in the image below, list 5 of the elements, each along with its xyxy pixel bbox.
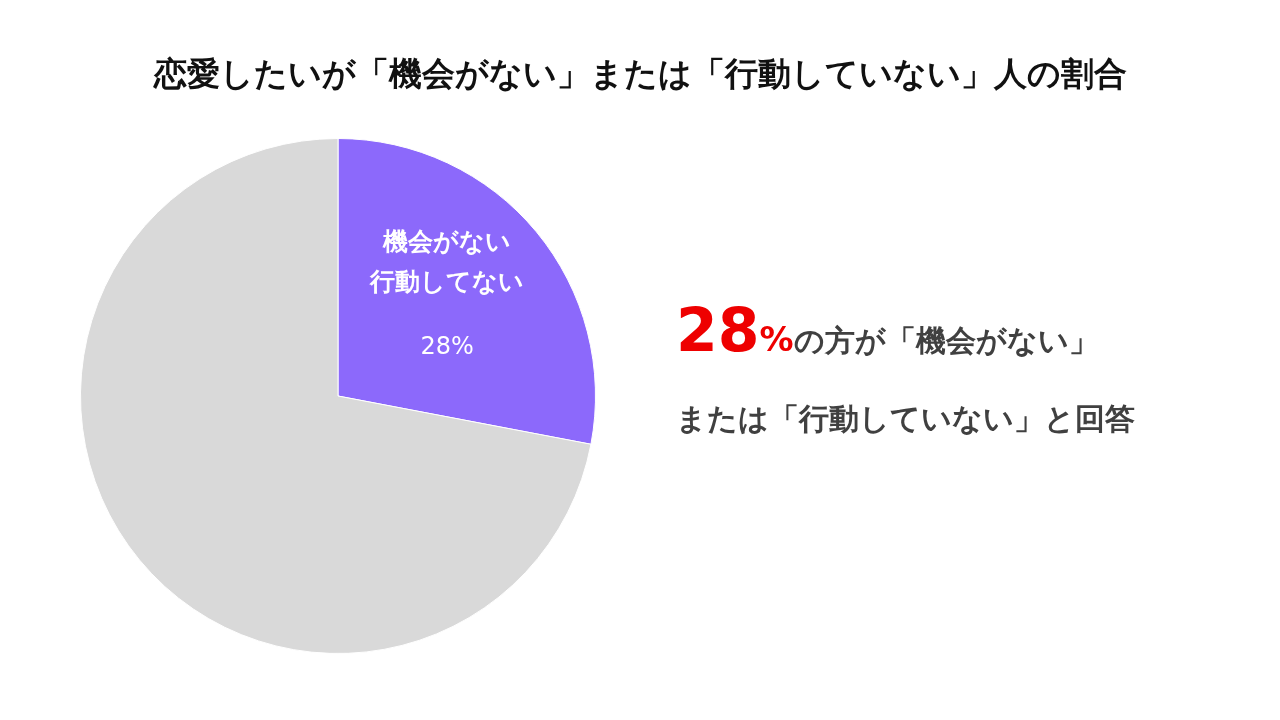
text: 28%の方が「機会がない」 xyxy=(676,295,1099,365)
text: または「行動していない」と回答 xyxy=(676,400,1135,438)
chart-title: 恋愛したいが「機会がない」または「行動していない」人の割合 xyxy=(152,53,1128,95)
slice-label: 機会がない行動してない xyxy=(369,227,525,297)
data-label: 28% xyxy=(420,331,474,360)
